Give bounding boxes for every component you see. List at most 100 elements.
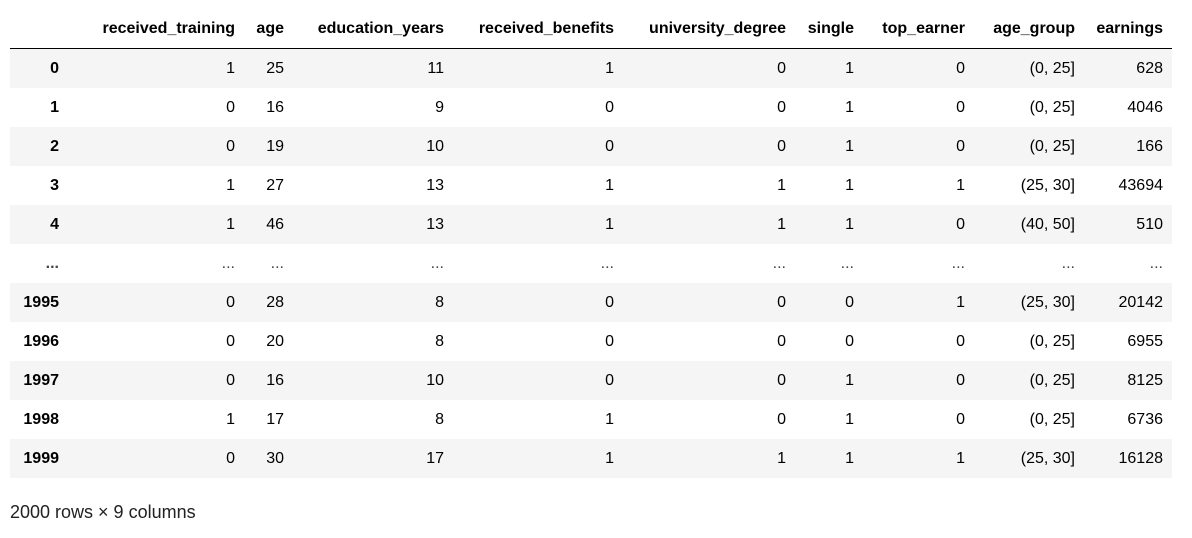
cell-earnings: ... — [1149, 254, 1163, 272]
cell-education-years: 8 — [435, 332, 444, 350]
cell-age: 28 — [266, 293, 284, 311]
row-index: 1998 — [23, 410, 59, 428]
cell-top-earner: 0 — [956, 137, 965, 155]
cell-earnings: 20142 — [1118, 293, 1164, 311]
cell-received-training: 1 — [226, 59, 235, 77]
cell-age-group: (0, 25] — [1029, 59, 1075, 77]
cell-education-years: 10 — [426, 137, 444, 155]
cell-single: 0 — [845, 332, 854, 350]
table-row: 3 1 27 13 1 1 1 1 (25, 30] 43694 — [10, 166, 1172, 205]
cell-single: 1 — [845, 59, 854, 77]
cell-top-earner: 0 — [956, 371, 965, 389]
cell-received-training: 0 — [226, 293, 235, 311]
cell-earnings: 6955 — [1127, 332, 1163, 350]
cell-received-training: 1 — [226, 176, 235, 194]
table-body: 0 1 25 11 1 0 1 0 (0, 25] 628 1 0 16 9 0 0 1 0 (0, 25] 4046… — [10, 48, 1172, 478]
cell-top-earner: 0 — [956, 215, 965, 233]
cell-single: 1 — [845, 98, 854, 116]
column-header-age: age — [244, 10, 293, 49]
cell-university-degree: ... — [772, 254, 786, 272]
column-header-received-training: received_training — [68, 10, 244, 49]
cell-age-group: (25, 30] — [1020, 449, 1075, 467]
cell-education-years: 9 — [435, 98, 444, 116]
cell-age: 20 — [266, 332, 284, 350]
cell-top-earner: 1 — [956, 176, 965, 194]
cell-education-years: 8 — [435, 410, 444, 428]
row-index: 2 — [50, 137, 59, 155]
header-row: received_training age education_years re… — [10, 10, 1172, 49]
cell-single: 1 — [845, 449, 854, 467]
cell-single: 1 — [845, 215, 854, 233]
cell-university-degree: 0 — [777, 293, 786, 311]
cell-top-earner: 1 — [956, 293, 965, 311]
cell-received-benefits: 1 — [605, 410, 614, 428]
cell-age-group: ... — [1061, 254, 1075, 272]
cell-single: 1 — [845, 137, 854, 155]
table-row: 2 0 19 10 0 0 1 0 (0, 25] 166 — [10, 127, 1172, 166]
cell-top-earner: 1 — [956, 449, 965, 467]
cell-education-years: ... — [430, 254, 444, 272]
column-header-university-degree: university_degree — [623, 10, 795, 49]
cell-received-training: 0 — [226, 98, 235, 116]
row-index: 3 — [50, 176, 59, 194]
row-index: 1997 — [23, 371, 59, 389]
table-row: 1998 1 17 8 1 0 1 0 (0, 25] 6736 — [10, 400, 1172, 439]
column-header-earnings: earnings — [1084, 10, 1172, 49]
cell-university-degree: 0 — [777, 410, 786, 428]
cell-earnings: 16128 — [1118, 449, 1164, 467]
dataframe-output: received_training age education_years re… — [10, 10, 1172, 478]
cell-age-group: (40, 50] — [1020, 215, 1075, 233]
cell-age: 16 — [266, 98, 284, 116]
cell-age-group: (25, 30] — [1020, 293, 1075, 311]
cell-university-degree: 0 — [777, 98, 786, 116]
table-row: 1996 0 20 8 0 0 0 0 (0, 25] 6955 — [10, 322, 1172, 361]
row-index: 4 — [50, 215, 59, 233]
cell-age-group: (0, 25] — [1029, 371, 1075, 389]
column-header-received-benefits: received_benefits — [453, 10, 623, 49]
cell-university-degree: 0 — [777, 371, 786, 389]
dataframe-shape-caption: 2000 rows × 9 columns — [10, 502, 196, 522]
ellipsis-row: .............................. — [10, 244, 1172, 283]
table-row: 4 1 46 13 1 1 1 0 (40, 50] 510 — [10, 205, 1172, 244]
cell-education-years: 10 — [426, 371, 444, 389]
cell-received-training: 0 — [226, 332, 235, 350]
row-index: 1996 — [23, 332, 59, 350]
cell-earnings: 4046 — [1127, 98, 1163, 116]
cell-university-degree: 0 — [777, 137, 786, 155]
cell-received-benefits: 1 — [605, 176, 614, 194]
cell-received-benefits: 1 — [605, 449, 614, 467]
cell-age: 17 — [266, 410, 284, 428]
table-row: 1999 0 30 17 1 1 1 1 (25, 30] 16128 — [10, 439, 1172, 478]
cell-university-degree: 1 — [777, 176, 786, 194]
cell-received-training: ... — [221, 254, 235, 272]
cell-received-training: 1 — [226, 215, 235, 233]
cell-earnings: 628 — [1136, 59, 1163, 77]
cell-age: 30 — [266, 449, 284, 467]
cell-age-group: (0, 25] — [1029, 332, 1075, 350]
cell-single: 1 — [845, 410, 854, 428]
cell-education-years: 13 — [426, 176, 444, 194]
row-index: 1999 — [23, 449, 59, 467]
cell-top-earner: 0 — [956, 332, 965, 350]
table-row: 0 1 25 11 1 0 1 0 (0, 25] 628 — [10, 48, 1172, 88]
cell-single: 1 — [845, 371, 854, 389]
cell-top-earner: ... — [951, 254, 965, 272]
dataframe-table: received_training age education_years re… — [10, 10, 1172, 478]
column-header-age-group: age_group — [974, 10, 1084, 49]
cell-university-degree: 1 — [777, 215, 786, 233]
cell-single: 0 — [845, 293, 854, 311]
cell-received-benefits: 0 — [605, 98, 614, 116]
column-header-single: single — [795, 10, 863, 49]
cell-earnings: 166 — [1136, 137, 1163, 155]
cell-age: 27 — [266, 176, 284, 194]
cell-received-benefits: 0 — [605, 137, 614, 155]
cell-received-training: 0 — [226, 449, 235, 467]
cell-top-earner: 0 — [956, 410, 965, 428]
cell-education-years: 13 — [426, 215, 444, 233]
cell-education-years: 17 — [426, 449, 444, 467]
cell-university-degree: 0 — [777, 59, 786, 77]
cell-single: 1 — [845, 176, 854, 194]
row-index: ... — [45, 254, 59, 272]
cell-education-years: 8 — [435, 293, 444, 311]
cell-age-group: (25, 30] — [1020, 176, 1075, 194]
